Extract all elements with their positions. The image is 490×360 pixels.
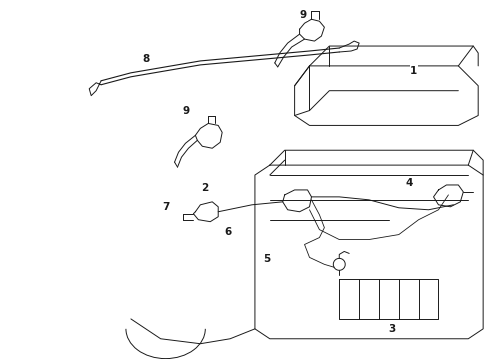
Text: 9: 9 <box>183 105 190 116</box>
Text: 5: 5 <box>263 255 270 264</box>
Text: 8: 8 <box>142 54 149 64</box>
Text: 9: 9 <box>300 10 307 20</box>
Text: 6: 6 <box>224 226 232 237</box>
Text: 4: 4 <box>405 178 413 188</box>
Text: 2: 2 <box>201 183 208 193</box>
Text: 1: 1 <box>410 66 417 76</box>
Text: 7: 7 <box>162 202 170 212</box>
Text: 3: 3 <box>388 324 395 334</box>
